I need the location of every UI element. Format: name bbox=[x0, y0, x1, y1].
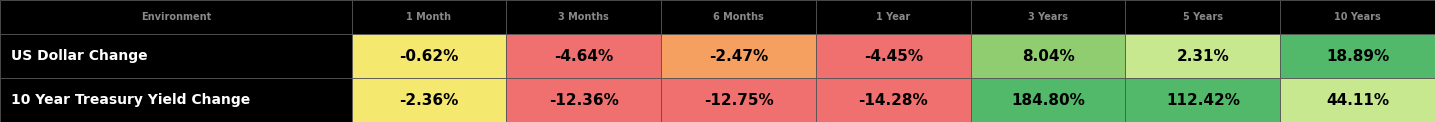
Bar bbox=[1125, 34, 1280, 78]
Text: 6 Months: 6 Months bbox=[713, 12, 763, 22]
Text: -14.28%: -14.28% bbox=[858, 93, 928, 107]
Text: -2.47%: -2.47% bbox=[709, 49, 768, 64]
Text: 1 Year: 1 Year bbox=[877, 12, 910, 22]
Bar bbox=[352, 78, 507, 122]
Text: 1 Month: 1 Month bbox=[406, 12, 452, 22]
Bar bbox=[1280, 0, 1435, 34]
Text: 18.89%: 18.89% bbox=[1326, 49, 1389, 64]
Bar bbox=[0, 78, 352, 122]
Text: 3 Years: 3 Years bbox=[1027, 12, 1068, 22]
Text: Environment: Environment bbox=[141, 12, 211, 22]
Text: -2.36%: -2.36% bbox=[399, 93, 459, 107]
Bar bbox=[507, 0, 662, 34]
Bar bbox=[817, 78, 970, 122]
Bar bbox=[817, 34, 970, 78]
Bar bbox=[970, 78, 1125, 122]
Bar bbox=[507, 78, 662, 122]
Text: -4.64%: -4.64% bbox=[554, 49, 613, 64]
Text: 8.04%: 8.04% bbox=[1022, 49, 1075, 64]
Bar bbox=[1125, 78, 1280, 122]
Bar bbox=[1280, 34, 1435, 78]
Bar bbox=[817, 0, 970, 34]
Text: -12.75%: -12.75% bbox=[703, 93, 773, 107]
Bar bbox=[662, 78, 817, 122]
Bar bbox=[662, 0, 817, 34]
Text: 10 Year Treasury Yield Change: 10 Year Treasury Yield Change bbox=[11, 93, 251, 107]
Bar bbox=[507, 34, 662, 78]
Bar bbox=[662, 34, 817, 78]
Bar bbox=[0, 34, 352, 78]
Bar bbox=[1280, 78, 1435, 122]
Text: 184.80%: 184.80% bbox=[1012, 93, 1085, 107]
Text: 2.31%: 2.31% bbox=[1177, 49, 1230, 64]
Text: -4.45%: -4.45% bbox=[864, 49, 923, 64]
Bar bbox=[352, 0, 507, 34]
Text: 5 Years: 5 Years bbox=[1182, 12, 1223, 22]
Bar bbox=[0, 0, 352, 34]
Bar bbox=[970, 0, 1125, 34]
Text: 3 Months: 3 Months bbox=[558, 12, 608, 22]
Bar bbox=[1125, 0, 1280, 34]
Text: -0.62%: -0.62% bbox=[399, 49, 459, 64]
Text: 44.11%: 44.11% bbox=[1326, 93, 1389, 107]
Text: US Dollar Change: US Dollar Change bbox=[11, 49, 148, 63]
Bar bbox=[352, 34, 507, 78]
Text: 112.42%: 112.42% bbox=[1165, 93, 1240, 107]
Bar bbox=[970, 34, 1125, 78]
Text: -12.36%: -12.36% bbox=[548, 93, 618, 107]
Text: 10 Years: 10 Years bbox=[1335, 12, 1380, 22]
